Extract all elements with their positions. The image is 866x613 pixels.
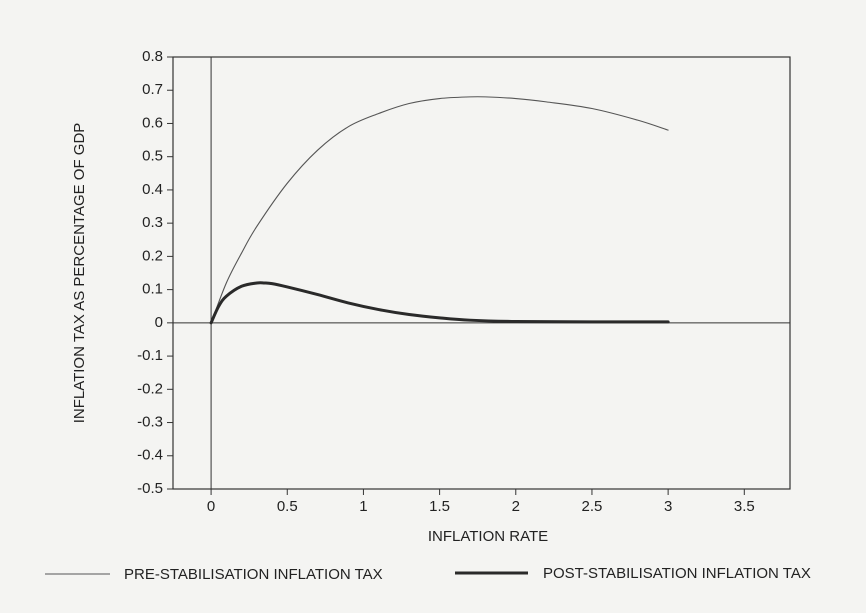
- y-tick-label: -0.3: [137, 414, 163, 431]
- y-axis-label: INFLATION TAX AS PERCENTAGE OF GDP: [71, 123, 88, 424]
- y-tick-label: -0.1: [137, 347, 163, 364]
- y-tick-label: 0.6: [142, 114, 163, 131]
- plot-frame: [172, 56, 791, 490]
- x-tick-label: 2.5: [582, 498, 603, 515]
- y-tick-label: 0.5: [142, 148, 163, 165]
- legend-label-post: POST-STABILISATION INFLATION TAX: [543, 565, 811, 582]
- y-tick-label: 0.4: [142, 181, 163, 198]
- y-tick-label: 0.1: [142, 281, 163, 298]
- x-tick-label: 2: [512, 498, 520, 515]
- y-tick-label: 0.8: [142, 48, 163, 65]
- legend-label-pre: PRE-STABILISATION INFLATION TAX: [124, 566, 383, 583]
- x-tick-label: 0: [207, 498, 215, 515]
- y-tick-label: 0: [155, 314, 163, 331]
- y-tick-label: -0.2: [137, 380, 163, 397]
- x-tick-label: 1: [359, 498, 367, 515]
- y-tick-label: -0.4: [137, 447, 163, 464]
- x-axis-label: INFLATION RATE: [428, 528, 548, 545]
- series-line-pre-stabilisation: [210, 96, 669, 324]
- x-tick-label: 3.5: [734, 498, 755, 515]
- y-tick-label: 0.3: [142, 214, 163, 231]
- x-tick-label: 0.5: [277, 498, 298, 515]
- y-tick-label: 0.2: [142, 247, 163, 264]
- y-tick-label: -0.5: [137, 480, 163, 497]
- series-line-post-stabilisation: [209, 281, 670, 325]
- legend: PRE-STABILISATION INFLATION TAX POST-STA…: [45, 565, 811, 583]
- y-tick-label: 0.7: [142, 81, 163, 98]
- x-tick-label: 3: [664, 498, 672, 515]
- x-tick-label: 1.5: [429, 498, 450, 515]
